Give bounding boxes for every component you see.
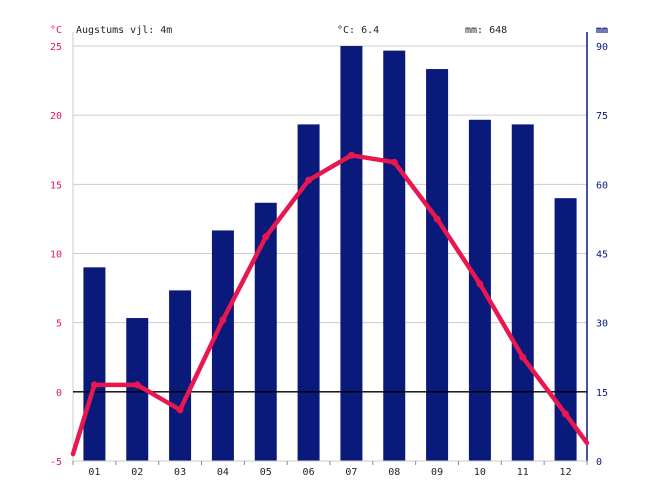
precip-bar-03 <box>169 290 192 461</box>
temp-point-05 <box>262 233 270 241</box>
y-left-tick-15: 15 <box>50 180 62 191</box>
precip-bar-01 <box>83 267 106 461</box>
y-right-tick-0: 0 <box>596 457 602 468</box>
temp-point-09 <box>433 215 441 223</box>
x-tick-label-11: 11 <box>517 467 529 478</box>
x-tick-label-08: 08 <box>388 467 400 478</box>
temperature-series-line <box>70 153 590 457</box>
axes <box>72 32 588 465</box>
temp-point-03 <box>176 406 184 414</box>
x-tick-label-10: 10 <box>474 467 486 478</box>
precip-bar-10 <box>468 119 491 462</box>
station-elevation: Augstums vjl: 4m <box>76 25 172 36</box>
average-temperature: °C: 6.4 <box>337 25 379 36</box>
y-right-tick-15: 15 <box>596 388 608 399</box>
y-right-tick-90: 90 <box>596 42 608 53</box>
x-tick-label-09: 09 <box>431 467 443 478</box>
y-left-tick-0: 0 <box>56 388 62 399</box>
temp-point-10 <box>476 280 484 288</box>
x-tick-label-07: 07 <box>345 467 357 478</box>
precip-bar-08 <box>383 50 406 461</box>
y-right-tick-75: 75 <box>596 111 608 122</box>
total-precipitation: mm: 648 <box>465 25 507 36</box>
precipitation-bars <box>83 46 577 462</box>
left-axis-unit: °C <box>50 25 62 36</box>
temperature-line <box>70 151 590 457</box>
precip-bar-04 <box>211 230 234 461</box>
y-left-tick--5: -5 <box>50 457 62 468</box>
temp-point-08 <box>390 158 398 166</box>
x-tick-label-01: 01 <box>88 467 100 478</box>
temp-point-01 <box>90 381 98 389</box>
temp-point-11 <box>519 353 527 361</box>
x-tick-label-12: 12 <box>560 467 572 478</box>
precip-bar-06 <box>297 124 320 461</box>
precip-bar-12 <box>554 198 577 461</box>
x-tick-label-04: 04 <box>217 467 229 478</box>
y-right-tick-30: 30 <box>596 319 608 330</box>
gridlines <box>73 45 587 462</box>
temp-point-02 <box>133 381 141 389</box>
precip-bar-02 <box>126 318 149 461</box>
temp-point-04 <box>219 316 227 324</box>
x-tick-label-02: 02 <box>131 467 143 478</box>
x-tick-label-03: 03 <box>174 467 186 478</box>
precip-bar-07 <box>340 46 363 461</box>
precip-bar-11 <box>511 124 534 461</box>
temp-point-07 <box>347 151 355 159</box>
temp-point-06 <box>305 176 313 184</box>
x-tick-label-05: 05 <box>260 467 272 478</box>
y-left-tick-5: 5 <box>56 319 62 330</box>
x-tick-label-06: 06 <box>303 467 315 478</box>
y-left-tick-25: 25 <box>50 42 62 53</box>
temp-point-12 <box>562 410 570 418</box>
y-right-tick-45: 45 <box>596 250 608 261</box>
y-left-tick-10: 10 <box>50 250 62 261</box>
y-left-tick-20: 20 <box>50 111 62 122</box>
y-right-tick-60: 60 <box>596 180 608 191</box>
right-axis-unit: mm <box>596 25 608 36</box>
precip-bar-05 <box>254 202 277 461</box>
precip-bar-09 <box>426 69 449 462</box>
